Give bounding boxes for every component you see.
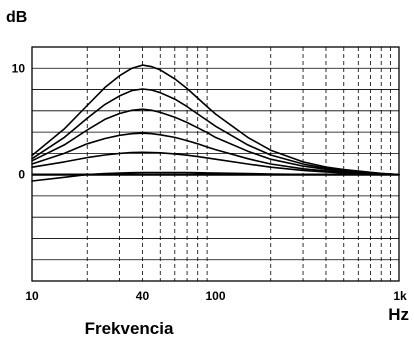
x-tick-label: 100 [205, 289, 225, 303]
x-tick-label: 40 [136, 289, 150, 303]
x-unit-label: Hz [388, 305, 409, 324]
plot-frame [31, 46, 400, 282]
series-lines [31, 64, 400, 182]
series-line-1 [31, 171, 400, 182]
grid [32, 47, 399, 281]
y-tick-label: 10 [12, 61, 26, 75]
series-line-3 [31, 132, 400, 176]
y-tick-label: 0 [18, 168, 25, 182]
x-tick-label: 10 [25, 289, 39, 303]
y-unit-label: dB [6, 9, 27, 26]
tick-labels: 10 40 100 1k 0 10 [12, 61, 407, 303]
x-axis-title: Frekvencia [85, 319, 174, 338]
series-line-6 [31, 64, 400, 176]
x-tick-label: 1k [393, 289, 407, 303]
